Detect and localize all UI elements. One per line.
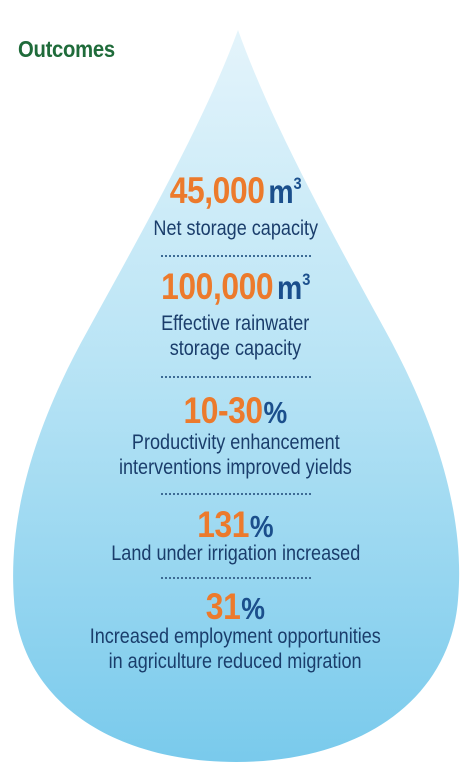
outcome-5-description: Increased employment opportunities <box>0 624 471 649</box>
outcome-1-unit-sup: 3 <box>293 174 302 193</box>
outcome-5-line-2: in agriculture reduced migration <box>109 650 362 673</box>
page-title: Outcomes <box>18 36 115 62</box>
outcome-2-unit-sup: 3 <box>301 270 311 289</box>
outcome-3-number: 10-30 <box>183 390 264 431</box>
outcome-1-value: 45,000 m3 <box>0 170 471 212</box>
outcome-1-number: 45,000 <box>169 170 265 211</box>
outcome-2-description-2: storage capacity <box>0 336 471 361</box>
outcome-5-description-2: in agriculture reduced migration <box>0 649 471 674</box>
outcome-5-line-1: Increased employment opportunities <box>89 625 382 648</box>
outcome-1-unit: m <box>268 173 294 210</box>
divider <box>160 255 311 257</box>
divider <box>160 493 311 495</box>
outcome-3-description: Productivity enhancement <box>0 430 471 455</box>
outcome-3-value: 10-30% <box>0 390 471 432</box>
outcome-2-value: 100,000 m3 <box>0 266 471 308</box>
outcome-2-description: Effective rainwater <box>0 311 471 336</box>
outcome-5-value: 31% <box>0 586 471 628</box>
outcome-4-number: 131 <box>197 504 250 545</box>
outcome-1-description: Net storage capacity <box>0 216 471 241</box>
outcome-3-line-2: interventions improved yields <box>119 456 352 479</box>
outcome-2-line-1: Effective rainwater <box>161 312 310 335</box>
outcome-4-value: 131% <box>0 504 471 546</box>
outcome-1-line-1: Net storage capacity <box>153 217 318 240</box>
outcome-4-unit: % <box>249 509 274 544</box>
outcome-2-number: 100,000 <box>160 266 273 307</box>
outcome-4-line-1: Land under irrigation increased <box>111 542 360 565</box>
outcome-2-line-2: storage capacity <box>169 337 302 360</box>
divider <box>160 577 311 579</box>
divider <box>160 376 311 378</box>
outcome-2-unit: m <box>276 269 302 306</box>
outcome-5-unit: % <box>241 591 266 626</box>
outcome-3-description-2: interventions improved yields <box>0 455 471 480</box>
outcome-5-number: 31 <box>205 586 241 627</box>
outcome-3-unit: % <box>263 395 288 430</box>
outcome-3-line-1: Productivity enhancement <box>131 431 340 454</box>
outcome-4-description: Land under irrigation increased <box>0 541 471 566</box>
